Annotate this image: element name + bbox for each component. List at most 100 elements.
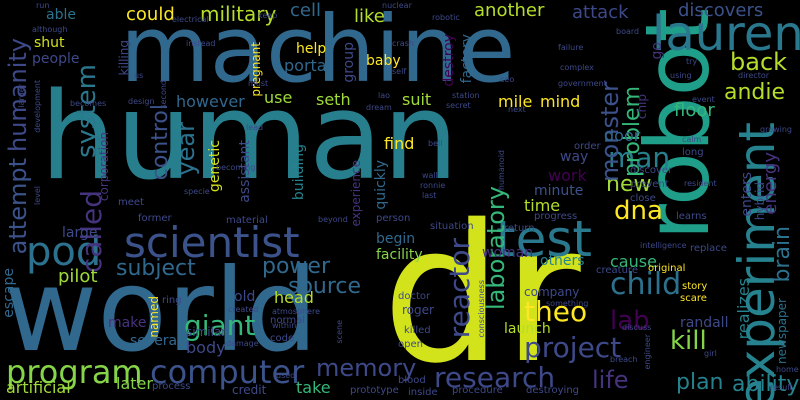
word-situation: situation (430, 221, 474, 232)
word-like: like (354, 6, 385, 27)
word-man: man (608, 141, 671, 174)
word-lauren: lauren (652, 6, 800, 62)
word-bell: bell (428, 139, 443, 148)
word-realizes: realizes (734, 278, 753, 340)
word-damage: damage (226, 339, 259, 348)
word-complex: complex (560, 63, 594, 72)
word-former: former (138, 213, 172, 224)
word-self: self (392, 67, 407, 76)
word-brain: brain (770, 226, 795, 283)
word-resident: resident (684, 179, 717, 188)
word-pilot: pilot (58, 266, 98, 287)
word-result: result (770, 383, 793, 392)
word-research: research (434, 361, 556, 394)
word-progress: progress (534, 211, 578, 222)
word-another: another (474, 0, 545, 21)
word-board: board (616, 27, 640, 36)
word-secret: secret (446, 101, 471, 110)
word-mind: mind (540, 92, 581, 111)
word-blood: blood (398, 375, 426, 386)
word-named: named (147, 296, 161, 338)
word-ronnie: ronnie (420, 181, 446, 190)
word-subject: subject (116, 256, 196, 281)
word-minute: minute (534, 183, 584, 199)
word-child: child (610, 267, 682, 302)
word-process: process (152, 381, 191, 392)
word-level: level (33, 186, 42, 206)
word-long: long (682, 147, 704, 158)
word-body: body (186, 338, 226, 357)
word-return: return (504, 223, 535, 234)
word-electrical: electrical (172, 15, 209, 24)
word-take: take (296, 378, 331, 397)
word-destroying: destroying (526, 385, 580, 396)
word-dream: dream (366, 103, 392, 112)
word-test: test (496, 210, 593, 268)
word-discovers: discovers (678, 0, 764, 21)
word-way: way (560, 149, 589, 165)
word-attack: attack (572, 2, 629, 23)
word-baby: baby (366, 53, 401, 69)
word-military: military (200, 2, 277, 26)
word-discuss: discuss (622, 323, 652, 332)
word-within: within (272, 321, 297, 330)
word-scientist: scientist (124, 218, 300, 267)
word-using: using (670, 71, 692, 80)
word-ceo: ceo (500, 75, 515, 84)
word-killing: killing (117, 40, 131, 76)
word-lao: lao (378, 91, 391, 100)
word-however: however (176, 92, 245, 111)
word-roger: roger (402, 303, 434, 317)
word-help: help (296, 41, 327, 57)
word-larger: larger (17, 84, 26, 108)
word-prevent: prevent (630, 179, 669, 190)
word-growing: growing (760, 125, 792, 134)
word-enters: enters (739, 172, 755, 217)
word-several: several (130, 333, 182, 349)
word-suit: suit (402, 90, 432, 109)
word-human: human (40, 68, 459, 207)
word-back: back (730, 48, 788, 76)
word-memory: memory (316, 354, 417, 382)
word-scare: scare (680, 293, 707, 304)
word-life: life (592, 366, 629, 394)
word-second: second (159, 80, 168, 109)
word-factory: factory (459, 34, 475, 84)
word-original: original (648, 263, 686, 274)
word-order: order (574, 141, 601, 152)
word-find: find (384, 134, 415, 153)
word-material: material (226, 215, 268, 226)
word-beyond: beyond (318, 215, 348, 224)
word-next: next (508, 105, 526, 114)
word-failure: failure (558, 43, 584, 52)
word-replace: replace (690, 243, 727, 254)
word-credit: credit (232, 383, 267, 397)
word-ring: ring (162, 295, 182, 306)
word-normal: normal (270, 315, 306, 326)
word-facility: facility (376, 247, 423, 263)
word-prototype: prototype (350, 385, 399, 396)
word-calm: calm (682, 135, 702, 144)
word-new: new (606, 172, 652, 197)
word-consciousness: consciousness (477, 280, 486, 338)
word-escape: escape (1, 268, 17, 318)
word-able: able (46, 7, 76, 23)
word-time: time (524, 196, 561, 215)
word-people: people (32, 51, 80, 67)
word-giant: giant (184, 309, 256, 342)
word-discover: discover (630, 165, 673, 176)
word-attempt: attempt (4, 158, 32, 255)
word-scene: scene (335, 320, 344, 344)
word-creature: creature (596, 265, 638, 276)
word-quickly: quickly (373, 160, 389, 210)
word-something: something (546, 299, 589, 308)
word-cause: cause (610, 252, 657, 271)
word-woman: woman (482, 245, 534, 261)
word-used: used (276, 371, 296, 380)
word-use: use (264, 88, 293, 107)
word-company: company (524, 285, 580, 299)
word-home: home (776, 365, 799, 374)
word-pregnant: pregnant (249, 42, 263, 97)
word-breach: breach (610, 355, 638, 364)
